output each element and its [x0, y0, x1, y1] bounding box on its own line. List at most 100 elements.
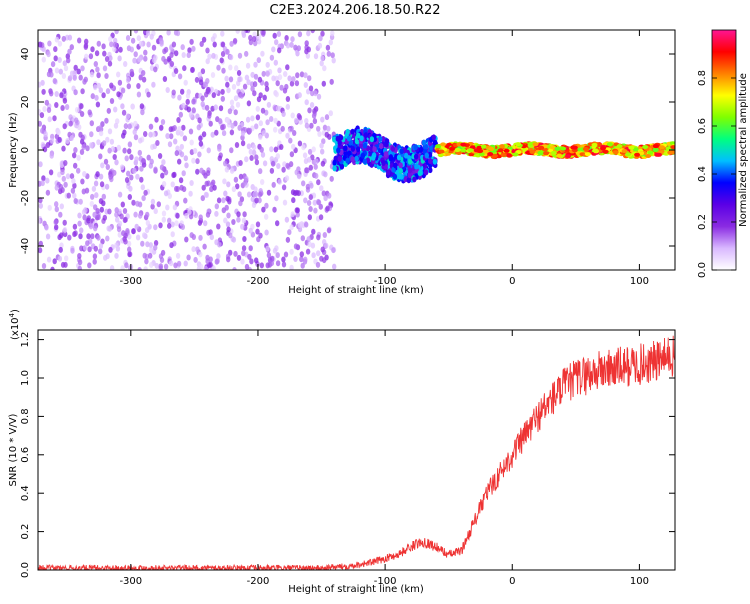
spectrogram-cell — [265, 61, 270, 68]
spectrogram-cell — [313, 207, 318, 214]
spectrogram-cell — [61, 35, 66, 42]
spectrogram-cell — [214, 129, 219, 136]
spectrogram-cell — [438, 149, 445, 154]
spectrogram-cell — [116, 226, 122, 233]
spectrogram-cell — [102, 50, 107, 57]
spectrogram-cell — [53, 46, 58, 53]
spectrogram-cell — [276, 120, 281, 127]
spectrogram-cell — [253, 191, 259, 198]
spectrogram-cell — [221, 197, 226, 204]
spectrogram-cell — [273, 117, 278, 124]
spectrogram-cell — [212, 184, 217, 191]
spectrogram-cell — [386, 169, 391, 176]
spectrogram-cell — [241, 217, 247, 224]
spectrogram-cell — [345, 157, 350, 164]
spectrogram-cell — [72, 152, 77, 159]
spectrogram-cell — [60, 105, 65, 111]
spectrogram-cell — [307, 107, 312, 114]
spectrogram-cell — [77, 212, 82, 219]
spectrogram-cell — [645, 154, 652, 158]
spectrogram-cell — [166, 56, 172, 62]
spectrogram-cell — [289, 248, 294, 255]
spectrogram-cell — [68, 114, 73, 121]
spectrogram-cell — [318, 214, 324, 221]
spectrogram-cell — [505, 153, 512, 158]
spectrogram-cell — [259, 262, 264, 269]
spectrogram-cell — [84, 53, 89, 60]
spectrogram-cell — [61, 145, 66, 152]
spectrogram-cell — [154, 262, 159, 269]
spectrogram-cell — [476, 145, 483, 150]
spectrogram-cell — [140, 184, 145, 191]
spectrogram-cell — [89, 131, 94, 138]
spectrogram-cell — [213, 104, 218, 111]
spectrogram-cell — [312, 118, 318, 125]
spectrogram-cell — [198, 135, 203, 142]
spectrogram-cell — [148, 252, 153, 259]
spectrogram-cell — [281, 166, 286, 173]
spectrogram-cell — [126, 72, 131, 79]
spectrogram-cell — [275, 105, 281, 112]
spectrogram-cell — [39, 112, 45, 119]
spectrogram-cell — [170, 231, 175, 238]
spectrogram-cell — [128, 185, 133, 192]
spectrogram-cell — [90, 193, 95, 200]
spectrogram-cell — [328, 39, 333, 46]
spectrogram-cell — [258, 168, 263, 175]
spectrogram-cell — [70, 187, 76, 194]
spectrogram-cell — [306, 156, 312, 163]
spectrogram-cell — [246, 143, 252, 150]
spectrogram-y-ticks: -40 -20 0 20 40 — [20, 48, 675, 254]
spectrogram-cell — [275, 153, 280, 160]
spectrogram-cell — [254, 123, 259, 130]
spectrogram-cell — [145, 220, 151, 226]
spectrogram-cell — [431, 134, 436, 141]
spectrogram-cell — [78, 233, 83, 240]
spectrogram-cell — [77, 124, 82, 131]
spectrogram-cell — [198, 140, 204, 147]
spectrogram-cell — [423, 169, 429, 176]
spectrogram-cell — [54, 67, 60, 74]
spectrogram-cell — [355, 146, 361, 153]
spectrogram-cell — [52, 78, 57, 84]
spectrogram-cell — [233, 109, 238, 116]
spectrogram-cell — [498, 144, 505, 149]
spectrogram-cell — [246, 100, 252, 107]
spectrogram-cell — [127, 194, 132, 200]
spectrogram-cell — [112, 169, 117, 176]
spectrogram-cell — [202, 243, 207, 250]
spectrogram-cell — [93, 61, 99, 67]
spectrogram-cell — [72, 231, 77, 238]
spectrogram-cell — [247, 253, 252, 260]
spectrogram-cell — [217, 241, 222, 248]
spectrogram-cell — [273, 146, 279, 153]
spectrogram-cell — [294, 169, 299, 176]
spectrogram-cell — [45, 189, 51, 196]
spectrogram-cell — [311, 146, 316, 153]
spectrogram-cell — [61, 73, 67, 79]
spectrogram-cell — [512, 152, 519, 157]
spectrogram-cell — [324, 242, 329, 249]
spectrogram-cell — [82, 171, 87, 177]
spectrogram-cell — [40, 180, 45, 187]
spectrogram-cell — [293, 117, 299, 124]
spectrogram-cell — [350, 145, 356, 152]
spectrogram-cell — [122, 147, 127, 154]
spectrogram-cell — [141, 195, 146, 202]
spectrogram-cell — [413, 144, 418, 151]
spectrogram-cell — [44, 224, 49, 231]
snr-y-ticks: 0.0 0.2 0.4 0.6 0.8 1.0 1.2 — [20, 332, 675, 578]
spectrogram-cell — [58, 183, 64, 190]
spectrogram-cell — [74, 106, 80, 113]
spectrogram-cell — [325, 205, 330, 212]
spectrogram-cell — [45, 177, 50, 184]
spectrogram-cell — [285, 64, 290, 71]
spectrogram-cell — [529, 149, 536, 154]
spectrogram-cell — [142, 252, 147, 259]
spectrogram-cell — [378, 136, 383, 142]
spectrogram-cell — [269, 167, 275, 174]
spectrogram-cell — [313, 90, 318, 97]
spectrogram-cell — [172, 204, 178, 211]
spectrogram-cell — [255, 114, 261, 121]
